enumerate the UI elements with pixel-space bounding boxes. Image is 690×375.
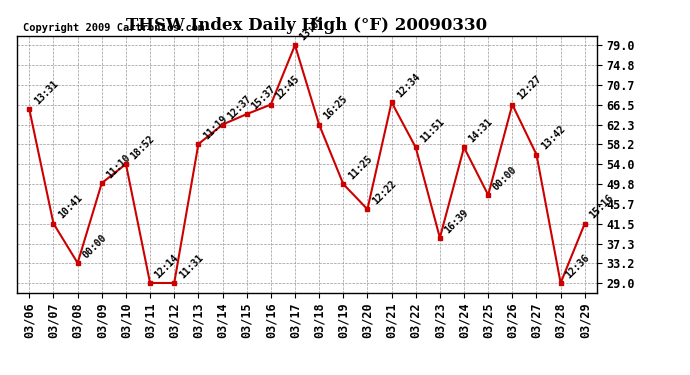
Text: 10:41: 10:41 — [57, 193, 84, 221]
Text: 12:34: 12:34 — [395, 72, 422, 99]
Text: 16:39: 16:39 — [443, 207, 471, 235]
Text: 11:31: 11:31 — [177, 252, 205, 280]
Text: 14:31: 14:31 — [467, 117, 495, 145]
Text: 12:27: 12:27 — [515, 74, 543, 102]
Text: 11:10: 11:10 — [105, 153, 132, 180]
Text: 16:25: 16:25 — [322, 94, 350, 122]
Text: 12:36: 12:36 — [564, 252, 591, 280]
Text: Copyright 2009 Cartronics.com: Copyright 2009 Cartronics.com — [23, 23, 204, 33]
Text: 15:37: 15:37 — [250, 84, 277, 111]
Text: 13:31: 13:31 — [32, 79, 60, 106]
Text: 11:19: 11:19 — [201, 114, 229, 141]
Text: 15:16: 15:16 — [588, 193, 615, 221]
Text: 13:05: 13:05 — [298, 15, 326, 42]
Text: 12:22: 12:22 — [371, 178, 398, 207]
Text: 12:14: 12:14 — [153, 252, 181, 280]
Text: 11:25: 11:25 — [346, 153, 374, 181]
Text: 12:37: 12:37 — [226, 94, 253, 122]
Text: 00:00: 00:00 — [491, 164, 519, 192]
Title: THSW Index Daily High (°F) 20090330: THSW Index Daily High (°F) 20090330 — [126, 17, 488, 34]
Text: 00:00: 00:00 — [81, 232, 108, 260]
Text: 13:42: 13:42 — [540, 124, 567, 152]
Text: 11:51: 11:51 — [419, 117, 446, 145]
Text: 12:45: 12:45 — [274, 74, 302, 102]
Text: 18:52: 18:52 — [129, 134, 157, 161]
